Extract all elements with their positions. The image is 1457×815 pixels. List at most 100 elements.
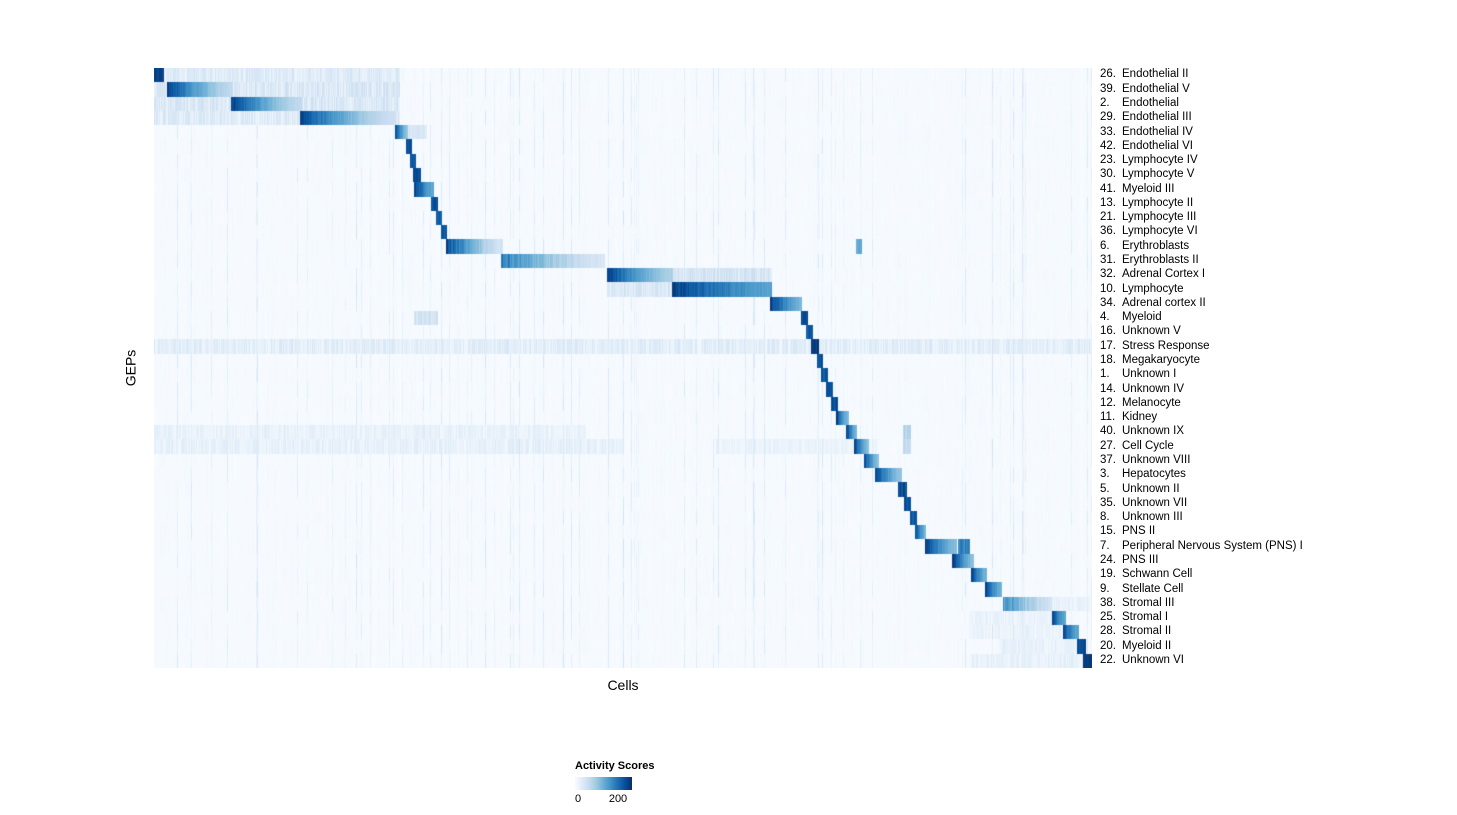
gep-row-name: Endothelial IV: [1122, 125, 1193, 138]
gep-row-label: 10. Lymphocyte: [1100, 282, 1420, 296]
y-axis-label-container: GEPs: [118, 68, 142, 668]
gep-row-name: Endothelial II: [1122, 68, 1189, 81]
gep-row-number: 19.: [1100, 568, 1116, 581]
gep-row-name: Stellate Cell: [1122, 582, 1184, 595]
gep-row-label: 8. Unknown III: [1100, 511, 1420, 525]
gep-row-number: 42.: [1100, 139, 1116, 152]
gep-row-label: 16. Unknown V: [1100, 325, 1420, 339]
gep-row-name: Unknown IV: [1122, 382, 1185, 395]
gep-row-label: 26. Endothelial II: [1100, 68, 1420, 82]
gep-row-number: 4.: [1100, 311, 1110, 324]
gep-row-name: Lymphocyte II: [1122, 196, 1194, 209]
gep-row-number: 28.: [1100, 625, 1116, 638]
gep-row-label: 27. Cell Cycle: [1100, 439, 1420, 453]
gep-row-name: Cell Cycle: [1122, 439, 1174, 452]
gep-row-label: 19. Schwann Cell: [1100, 568, 1420, 582]
gep-row-label: 13. Lymphocyte II: [1100, 197, 1420, 211]
gep-row-number: 29.: [1100, 111, 1116, 124]
gep-row-label: 39. Endothelial V: [1100, 82, 1420, 96]
gep-row-name: Adrenal cortex II: [1122, 296, 1206, 309]
gep-row-label: 4. Myeloid: [1100, 311, 1420, 325]
gep-row-number: 14.: [1100, 382, 1116, 395]
gep-row-label: 29. Endothelial III: [1100, 111, 1420, 125]
gep-row-label: 17. Stress Response: [1100, 339, 1420, 353]
gep-row-name: Schwann Cell: [1122, 568, 1193, 581]
gep-row-name: Adrenal Cortex I: [1122, 268, 1206, 281]
gep-row-label: 6. Erythroblasts: [1100, 239, 1420, 253]
gep-row-label: 38. Stromal III: [1100, 596, 1420, 610]
gep-row-number: 3.: [1100, 468, 1110, 481]
gep-row-number: 24.: [1100, 553, 1116, 566]
gep-row-label: 33. Endothelial IV: [1100, 125, 1420, 139]
gep-row-number: 30.: [1100, 168, 1116, 181]
gep-row-label: 22. Unknown VI: [1100, 654, 1420, 668]
gep-row-name: Unknown IX: [1122, 425, 1185, 438]
gep-row-name: Endothelial V: [1122, 82, 1190, 95]
gep-row-name: Myeloid III: [1122, 182, 1175, 195]
gep-row-label: 1. Unknown I: [1100, 368, 1420, 382]
gep-row-name: Stromal I: [1122, 611, 1169, 624]
x-axis-label: Cells: [607, 677, 639, 693]
gep-row-name: Hepatocytes: [1122, 468, 1186, 481]
gep-row-number: 1.: [1100, 368, 1110, 381]
gep-row-label: 41. Myeloid III: [1100, 182, 1420, 196]
gep-row-number: 38.: [1100, 596, 1116, 609]
gep-row-name: Kidney: [1122, 411, 1158, 424]
gep-row-label: 9. Stellate Cell: [1100, 582, 1420, 596]
gep-row-name: Myeloid: [1122, 311, 1162, 324]
gep-row-name: Endothelial VI: [1122, 139, 1193, 152]
gep-row-name: Endothelial: [1122, 96, 1179, 109]
gep-row-labels: 26. Endothelial II 39. Endothelial V 2. Endot…: [1100, 68, 1420, 668]
legend-title: Activity Scores: [575, 760, 655, 772]
gep-row-name: Melanocyte: [1122, 396, 1181, 409]
gep-row-name: Unknown V: [1122, 325, 1181, 338]
gep-row-name: Erythroblasts II: [1122, 254, 1199, 267]
gep-row-number: 37.: [1100, 453, 1116, 466]
gep-row-label: 5. Unknown II: [1100, 482, 1420, 496]
gep-row-label: 3. Hepatocytes: [1100, 468, 1420, 482]
gep-row-number: 31.: [1100, 254, 1116, 267]
gep-row-label: 37. Unknown VIII: [1100, 454, 1420, 468]
gep-row-number: 34.: [1100, 296, 1116, 309]
gep-row-label: 34. Adrenal cortex II: [1100, 297, 1420, 311]
gep-row-number: 7.: [1100, 539, 1110, 552]
gep-row-number: 21.: [1100, 211, 1116, 224]
gep-row-number: 18.: [1100, 354, 1116, 367]
gep-row-number: 17.: [1100, 339, 1116, 352]
gep-row-number: 8.: [1100, 511, 1110, 524]
gep-row-number: 27.: [1100, 439, 1116, 452]
gep-row-name: Unknown I: [1122, 368, 1177, 381]
gep-row-name: Unknown III: [1122, 511, 1183, 524]
gep-row-label: 24. PNS III: [1100, 554, 1420, 568]
gep-row-number: 33.: [1100, 125, 1116, 138]
gep-row-name: PNS II: [1122, 525, 1156, 538]
gep-row-number: 26.: [1100, 68, 1116, 81]
gep-row-label: 2. Endothelial: [1100, 97, 1420, 111]
gep-row-label: 15. PNS II: [1100, 525, 1420, 539]
gep-row-name: Stromal II: [1122, 625, 1172, 638]
gep-row-name: Lymphocyte: [1122, 282, 1184, 295]
gep-row-name: Unknown VII: [1122, 496, 1188, 509]
gep-row-label: 14. Unknown IV: [1100, 382, 1420, 396]
gep-row-number: 20.: [1100, 639, 1116, 652]
legend-tick-min: 0: [574, 793, 582, 805]
gep-row-name: Lymphocyte V: [1122, 168, 1195, 181]
gep-row-label: 11. Kidney: [1100, 411, 1420, 425]
legend-gradient-bar: [575, 777, 632, 790]
gep-row-label: 31. Erythroblasts II: [1100, 254, 1420, 268]
gep-row-label: 7. Peripheral Nervous System (PNS) I: [1100, 539, 1420, 553]
gep-row-label: 42. Endothelial VI: [1100, 139, 1420, 153]
gep-row-name: Lymphocyte III: [1122, 211, 1197, 224]
gep-row-label: 30. Lymphocyte V: [1100, 168, 1420, 182]
gep-row-label: 23. Lymphocyte IV: [1100, 154, 1420, 168]
gep-row-label: 35. Unknown VII: [1100, 496, 1420, 510]
gep-row-label: 25. Stromal I: [1100, 611, 1420, 625]
gep-row-name: Unknown VIII: [1122, 453, 1191, 466]
legend-tick-max: 200: [608, 793, 628, 805]
gep-row-number: 6.: [1100, 239, 1110, 252]
gep-row-number: 35.: [1100, 496, 1116, 509]
gep-row-label: 40. Unknown IX: [1100, 425, 1420, 439]
gep-row-number: 5.: [1100, 482, 1110, 495]
heatmap-canvas: [154, 68, 1092, 668]
gep-row-label: 12. Melanocyte: [1100, 396, 1420, 410]
